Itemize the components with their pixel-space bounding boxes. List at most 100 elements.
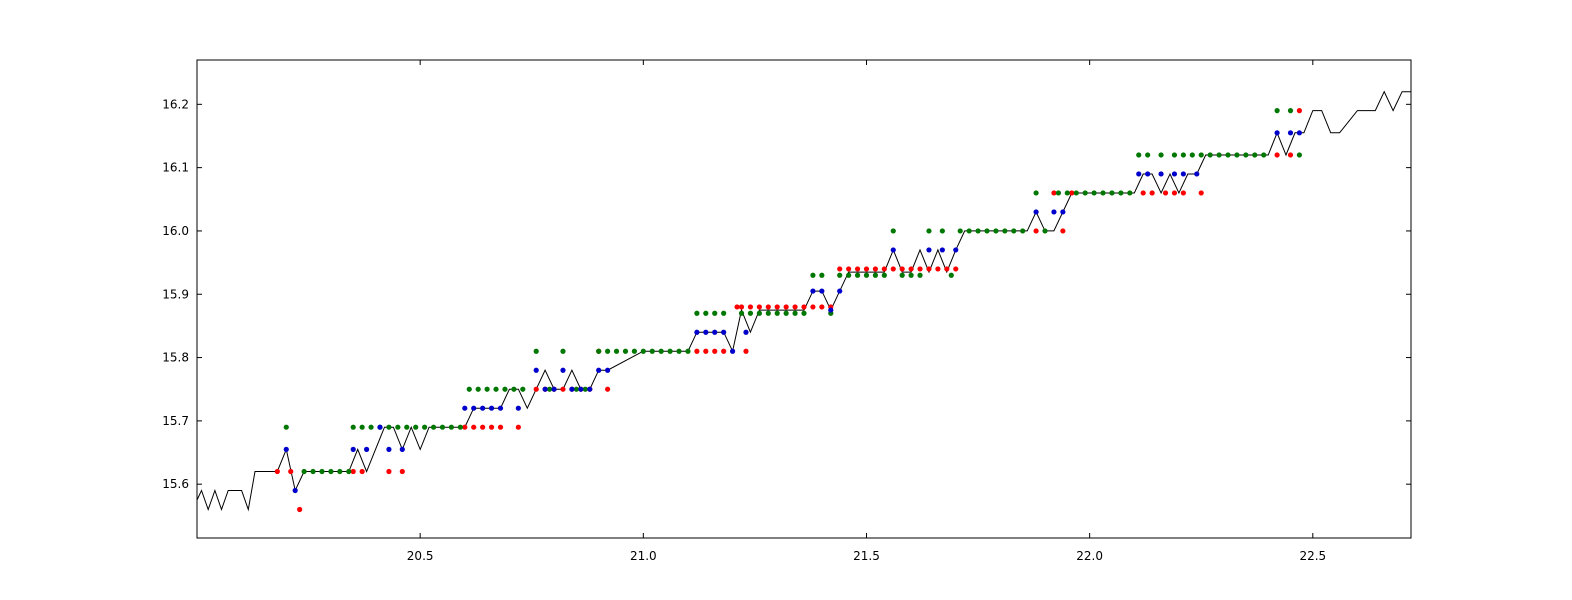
green-point: [685, 348, 691, 354]
red-point: [533, 386, 539, 392]
red-point: [274, 468, 280, 475]
x-tick-label: 20.5: [407, 549, 434, 563]
red-point: [908, 266, 914, 272]
green-point: [1118, 190, 1124, 196]
red-point: [1060, 228, 1066, 234]
green-point: [721, 310, 727, 316]
red-point: [350, 468, 356, 475]
green-point: [908, 272, 914, 278]
green-point: [448, 424, 455, 430]
green-point: [283, 424, 289, 430]
green-point: [863, 272, 870, 278]
red-point: [297, 506, 303, 513]
blue-point: [953, 247, 959, 253]
green-point: [765, 310, 771, 316]
green-point: [993, 228, 999, 234]
red-point: [872, 266, 879, 272]
green-point: [899, 272, 905, 278]
blue-point: [605, 367, 611, 373]
green-point: [560, 348, 566, 354]
blue-point: [515, 405, 521, 411]
red-point: [1162, 190, 1169, 196]
green-point: [819, 272, 825, 278]
green-point: [1216, 152, 1222, 158]
red-point: [837, 266, 843, 272]
red-point: [1296, 108, 1303, 114]
red-point: [747, 304, 754, 310]
red-point: [890, 266, 896, 272]
blue-point: [471, 405, 477, 411]
y-tick-label: 15.9: [162, 287, 189, 301]
green-point: [1198, 152, 1204, 158]
blue-point: [712, 329, 718, 335]
blue-point: [364, 446, 370, 452]
blue-point: [1287, 130, 1294, 136]
red-point: [1051, 190, 1057, 196]
red-point: [819, 304, 825, 310]
green-point: [533, 348, 539, 354]
red-point: [846, 266, 852, 272]
green-point: [1033, 190, 1039, 196]
blue-point: [497, 405, 504, 411]
green-point: [368, 424, 374, 430]
blue-point: [399, 446, 405, 452]
blue-point: [386, 446, 392, 452]
y-tick-label: 15.7: [162, 414, 189, 428]
green-point: [756, 310, 762, 316]
red-point: [863, 266, 870, 272]
green-point: [386, 424, 392, 430]
green-point: [346, 468, 352, 475]
blue-point: [703, 329, 709, 335]
green-point: [430, 424, 437, 430]
blue-point: [1194, 171, 1200, 177]
red-point: [801, 304, 807, 310]
green-point: [328, 468, 334, 475]
green-point: [747, 310, 754, 316]
green-point: [457, 424, 463, 430]
red-point: [721, 348, 727, 354]
plot-frame: [196, 59, 1412, 539]
green-point: [631, 348, 637, 354]
blue-point: [1033, 209, 1039, 215]
blue-point: [596, 367, 602, 373]
red-point: [1033, 228, 1039, 234]
green-point: [493, 386, 499, 392]
red-point: [462, 424, 468, 430]
y-tick-label: 15.6: [162, 477, 189, 491]
green-point: [658, 348, 664, 354]
x-tick-label: 21.0: [630, 549, 657, 563]
y-axis: 15.6 15.7 15.8 15.9 16.0 16.1 16.2: [162, 97, 1411, 491]
green-point: [1189, 152, 1195, 158]
green-point: [1064, 190, 1070, 196]
red-point: [1069, 190, 1075, 196]
green-point: [422, 424, 428, 430]
y-tick-label: 16.2: [162, 97, 189, 111]
green-point: [395, 424, 401, 430]
green-point: [1109, 190, 1115, 196]
red-point: [926, 266, 932, 272]
green-point: [649, 348, 655, 354]
red-point: [359, 468, 365, 475]
y-tick-label: 16.0: [162, 224, 189, 238]
blue-point: [480, 405, 486, 411]
red-point: [881, 266, 887, 272]
red-point: [1180, 190, 1186, 196]
blue-point: [578, 386, 584, 392]
x-tick-label: 22.5: [1299, 549, 1326, 563]
blue-point: [1136, 171, 1142, 177]
blue-point: [890, 247, 896, 253]
blue-point: [926, 247, 932, 253]
green-point: [712, 310, 718, 316]
red-point: [480, 424, 486, 430]
green-point: [1207, 152, 1213, 158]
y-tick-label: 15.8: [162, 351, 189, 365]
red-point: [756, 304, 762, 310]
green-point: [703, 310, 709, 316]
green-point: [1091, 190, 1097, 196]
red-point: [792, 304, 798, 310]
green-point: [439, 424, 446, 430]
blue-point: [729, 348, 736, 354]
blue-point: [542, 386, 548, 392]
blue-point: [462, 405, 468, 411]
green-point: [1158, 152, 1164, 158]
